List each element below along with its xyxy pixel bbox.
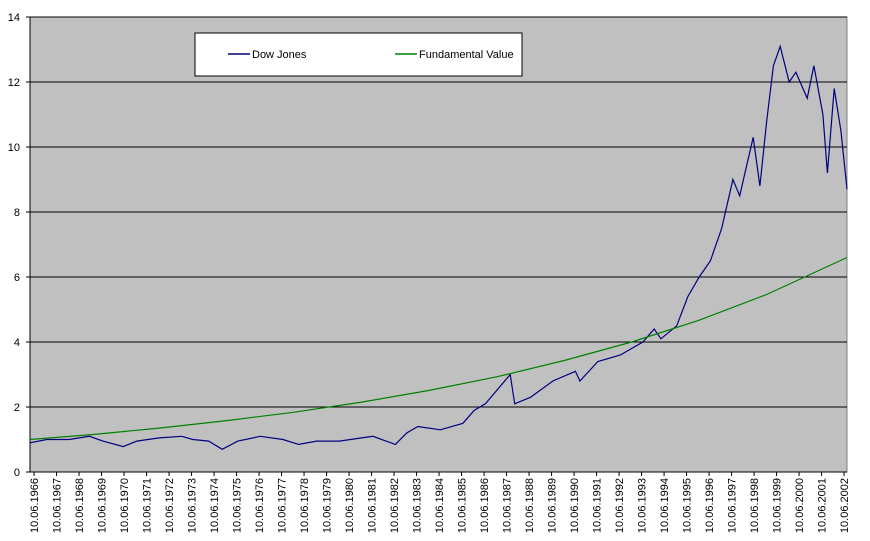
x-tick-label: 10.06.1989 xyxy=(547,478,559,533)
x-tick-label: 10.06.1987 xyxy=(502,478,514,533)
x-tick-label: 10.06.1979 xyxy=(322,478,334,533)
x-tick-label: 10.06.1971 xyxy=(142,478,154,533)
x-tick-label: 10.06.1996 xyxy=(704,478,716,533)
x-tick-label: 10.06.1995 xyxy=(682,478,694,533)
series-line xyxy=(29,44,848,450)
x-tick-label: 10.06.1970 xyxy=(119,478,131,533)
x-tick-label: 10.06.1988 xyxy=(524,478,536,533)
x-tick-label: 10.06.1997 xyxy=(727,478,739,533)
x-tick-label: 10.06.1972 xyxy=(164,478,176,533)
x-tick-label: 10.06.2000 xyxy=(794,478,806,533)
x-tick-label: 10.06.1981 xyxy=(367,478,379,533)
x-tick-label: 10.06.1999 xyxy=(772,478,784,533)
x-tick-label: 10.06.1976 xyxy=(254,478,266,533)
x-tick-label: 10.06.1977 xyxy=(277,478,289,533)
y-tick-label: 6 xyxy=(14,272,20,284)
x-tick-label: 10.06.1990 xyxy=(569,478,581,533)
x-tick-label: 10.06.1974 xyxy=(209,478,221,533)
x-tick-label: 10.06.1969 xyxy=(97,478,109,533)
x-tick-label: 10.06.2002 xyxy=(839,478,851,533)
legend-label: Fundamental Value xyxy=(419,49,514,61)
x-tick-label: 10.06.1966 xyxy=(29,478,41,533)
y-tick-label: 12 xyxy=(8,77,20,89)
x-tick-label: 10.06.1980 xyxy=(344,478,356,533)
series-line xyxy=(29,256,848,441)
x-tick-label: 10.06.1985 xyxy=(457,478,469,533)
x-tick-label: 10.06.1983 xyxy=(412,478,424,533)
y-tick-label: 0 xyxy=(14,467,20,479)
x-tick-label: 10.06.1991 xyxy=(592,478,604,533)
legend-label: Dow Jones xyxy=(252,49,307,61)
x-tick-label: 10.06.1994 xyxy=(659,478,671,533)
y-tick-label: 8 xyxy=(14,207,20,219)
x-tick-label: 10.06.1982 xyxy=(389,478,401,533)
x-tick-label: 10.06.1968 xyxy=(74,478,86,533)
y-tick-label: 14 xyxy=(8,12,20,24)
y-tick-label: 4 xyxy=(14,337,20,349)
x-tick-label: 10.06.1984 xyxy=(434,478,446,533)
x-tick-label: 10.06.1978 xyxy=(299,478,311,533)
x-tick-label: 10.06.1992 xyxy=(614,478,626,533)
plot-area xyxy=(29,16,848,473)
x-tick-label: 10.06.2001 xyxy=(817,478,829,533)
y-tick-label: 10 xyxy=(8,142,20,154)
x-tick-label: 10.06.1975 xyxy=(232,478,244,533)
x-tick-label: 10.06.1967 xyxy=(52,478,64,533)
x-tick-label: 10.06.1986 xyxy=(479,478,491,533)
x-tick-label: 10.06.1973 xyxy=(187,478,199,533)
y-tick-label: 2 xyxy=(14,402,20,414)
x-tick-label: 10.06.1993 xyxy=(637,478,649,533)
x-tick-label: 10.06.1998 xyxy=(749,478,761,533)
